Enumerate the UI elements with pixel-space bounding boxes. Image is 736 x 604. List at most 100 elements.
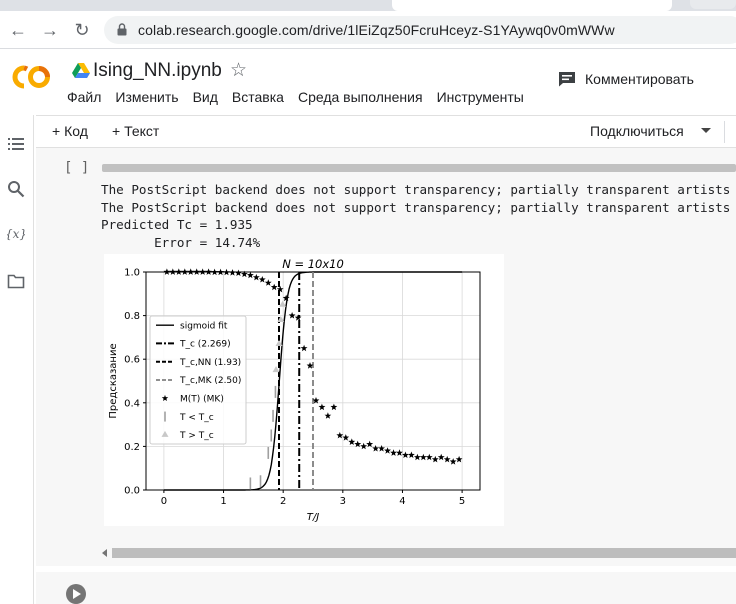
toolbar-divider	[724, 121, 725, 143]
magnetization-point	[336, 431, 344, 439]
magnetization-point	[360, 442, 368, 450]
comment-button[interactable]: Комментировать	[558, 71, 694, 87]
menu-edit[interactable]: Изменить	[115, 89, 179, 105]
legend-entry-marker	[161, 430, 169, 437]
url-field[interactable]: colab.research.google.com/drive/1lEiZqz5…	[104, 16, 736, 44]
folder-icon[interactable]	[7, 272, 25, 290]
browser-tab-strip	[0, 0, 736, 11]
google-drive-icon[interactable]	[72, 63, 90, 79]
magnetization-point	[443, 455, 451, 463]
magnetization-point	[414, 453, 421, 461]
menu-insert[interactable]: Вставка	[231, 89, 284, 105]
add-text-button[interactable]: + Текст	[112, 123, 160, 139]
add-code-button[interactable]: + Код	[52, 123, 88, 139]
legend-entry-marker	[161, 394, 169, 401]
output-line: The PostScript backend does not support …	[101, 182, 731, 197]
legend-entry-label: T < T_c	[179, 413, 214, 423]
x-tick-label: 5	[459, 496, 465, 507]
magnetization-point	[294, 314, 302, 321]
url-text: colab.research.google.com/drive/1lEiZqz5…	[138, 22, 615, 38]
back-icon[interactable]: ←	[9, 20, 27, 40]
collapsed-code-bar[interactable]	[102, 164, 736, 172]
magnetization-point	[372, 445, 379, 452]
y-axis-label: Предсказание	[108, 343, 119, 418]
magnetization-point	[419, 453, 427, 461]
magnetization-point	[258, 276, 266, 283]
forward-icon[interactable]: →	[41, 20, 59, 40]
magnetization-point	[330, 403, 338, 411]
y-tick-label: 0.0	[124, 486, 140, 497]
y-tick-label: 0.6	[124, 355, 140, 366]
chevron-down-icon[interactable]	[701, 128, 711, 133]
magnetization-point	[229, 269, 236, 276]
magnetization-point	[348, 438, 356, 445]
menu-view[interactable]: Вид	[192, 89, 218, 105]
magnetization-point	[342, 434, 350, 441]
connect-button[interactable]: Подключиться	[590, 123, 684, 139]
magnetization-point	[402, 451, 409, 458]
legend-entry-label: T_c,MK (2.50)	[179, 376, 241, 386]
chart-title: N = 10x10	[282, 257, 344, 271]
browser-tab-active[interactable]	[392, 0, 672, 11]
magnetization-point	[324, 412, 332, 419]
output-line: The PostScript backend does not support …	[101, 199, 731, 215]
magnetization-point	[390, 449, 397, 456]
magnetization-point	[408, 451, 415, 458]
magnetization-point	[431, 455, 439, 463]
magnetization-point	[300, 344, 308, 352]
table-of-contents-icon[interactable]	[7, 135, 25, 153]
menu-bar: Файл Изменить Вид Вставка Среда выполнен…	[67, 89, 538, 105]
scrollbar-thumb[interactable]	[112, 548, 736, 558]
legend-entry-label: T > T_c	[179, 431, 214, 441]
magnetization-point	[217, 268, 224, 276]
magnetization-point	[187, 268, 195, 275]
magnetization-point	[366, 440, 374, 448]
output-plot: 0 1 2 3 4 5 0.0 0.2 0.4 0.6 0.8 1.0 N = 10x10 T/J Пред…	[104, 254, 504, 526]
notebook-title[interactable]: Ising_NN.ipynb	[93, 60, 222, 81]
menu-tools[interactable]: Инструменты	[436, 89, 524, 105]
cell-output: The PostScript backend does not support …	[101, 181, 730, 251]
legend-entry-label: T_c,NN (1.93)	[179, 358, 241, 368]
legend-box	[149, 315, 247, 445]
magnetization-point	[378, 445, 385, 452]
reload-icon[interactable]: ↻	[74, 20, 90, 40]
next-code-cell[interactable]	[36, 572, 736, 604]
prediction-point-above	[277, 315, 285, 322]
variables-icon[interactable]: {x}	[7, 225, 25, 243]
x-tick-label: 0	[161, 496, 167, 507]
menu-runtime[interactable]: Среда выполнения	[297, 89, 423, 105]
y-tick-label: 0.4	[124, 398, 140, 409]
magnetization-point	[384, 447, 391, 454]
address-bar: ← → ↻ colab.research.google.com/drive/1l…	[0, 11, 736, 49]
scroll-left-icon[interactable]	[102, 549, 107, 557]
menu-file[interactable]: Файл	[67, 89, 102, 105]
magnetization-point	[247, 271, 254, 279]
legend-entry-label: M(T) (MK)	[180, 394, 224, 404]
legend-entry-label: T_c (2.269)	[179, 340, 231, 350]
prediction-point-above	[272, 366, 280, 373]
lock-icon	[117, 23, 127, 36]
magnetization-point	[175, 268, 183, 275]
x-axis-label: T/J	[307, 512, 319, 523]
output-horizontal-scrollbar[interactable]	[98, 546, 736, 560]
magnetization-point	[396, 449, 403, 456]
cell-run-indicator[interactable]: [ ]	[64, 160, 90, 176]
magnetization-point	[282, 294, 290, 302]
star-icon[interactable]: ☆	[230, 60, 248, 81]
output-line: Error = 14.74%	[101, 234, 261, 250]
output-line: Predicted Tc = 1.935	[101, 217, 253, 232]
magnetization-point	[181, 268, 189, 275]
magnetization-point	[288, 312, 296, 319]
colab-logo[interactable]	[10, 63, 52, 91]
search-icon[interactable]	[7, 180, 25, 198]
magnetization-point	[264, 279, 272, 286]
comment-icon	[559, 72, 575, 87]
y-tick-label: 1.0	[124, 268, 140, 279]
new-tab-button[interactable]	[690, 0, 736, 9]
legend-entry-label: sigmoid fit	[180, 321, 228, 331]
magnetization-point	[235, 269, 242, 276]
magnetization-point	[437, 453, 445, 461]
run-cell-icon[interactable]	[66, 584, 86, 604]
x-tick-label: 2	[280, 496, 286, 507]
colab-header: Ising_NN.ipynb ☆ Файл Изменить Вид Встав…	[0, 49, 736, 115]
